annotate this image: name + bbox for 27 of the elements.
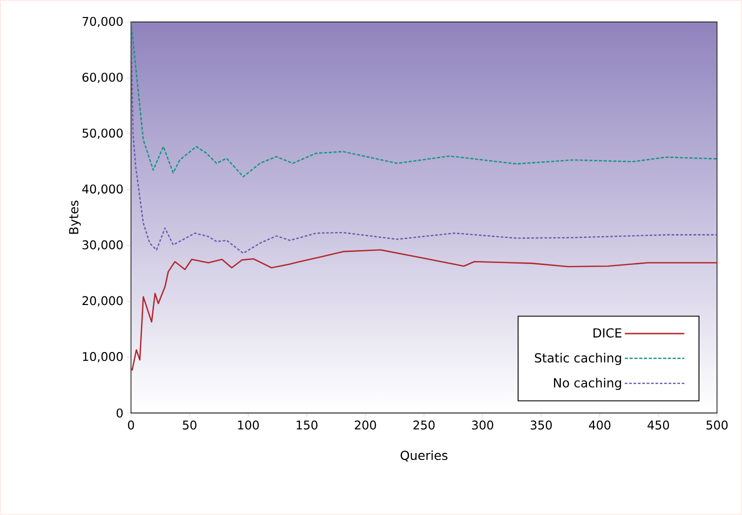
y-tick-label: 40,000 <box>82 184 123 195</box>
x-tick-label: 0 <box>128 420 134 430</box>
y-tick-label: 60,000 <box>82 72 123 83</box>
x-tick-label: 450 <box>648 420 670 430</box>
line-series <box>131 22 718 254</box>
y-tick-label: 0 <box>116 408 123 418</box>
x-tick-label: 250 <box>413 420 435 430</box>
y-axis-title: Bytes <box>69 200 81 234</box>
x-tick-label: 300 <box>472 420 494 430</box>
y-tick-label: 30,000 <box>82 240 123 251</box>
y-tick-label: 50,000 <box>82 128 123 139</box>
line-series <box>131 22 718 178</box>
legend-label: Static caching <box>534 352 622 365</box>
x-tick-label: 100 <box>238 420 259 430</box>
x-tick-label: 400 <box>588 420 610 430</box>
legend-label: No caching <box>554 378 622 390</box>
x-tick-label: 500 <box>706 420 728 430</box>
x-tick-label: 50 <box>182 420 196 430</box>
x-tick-label: 150 <box>296 420 318 430</box>
x-axis-title: Queries <box>400 450 448 462</box>
x-tick-label: 200 <box>354 420 376 430</box>
y-tick-label: 10,000 <box>82 352 123 362</box>
y-tick-label: 70,000 <box>82 16 123 28</box>
x-tick-label: 350 <box>530 420 552 430</box>
line-series <box>131 249 718 371</box>
legend-label: DICE <box>594 328 622 338</box>
y-tick-label: 20,000 <box>82 296 123 306</box>
